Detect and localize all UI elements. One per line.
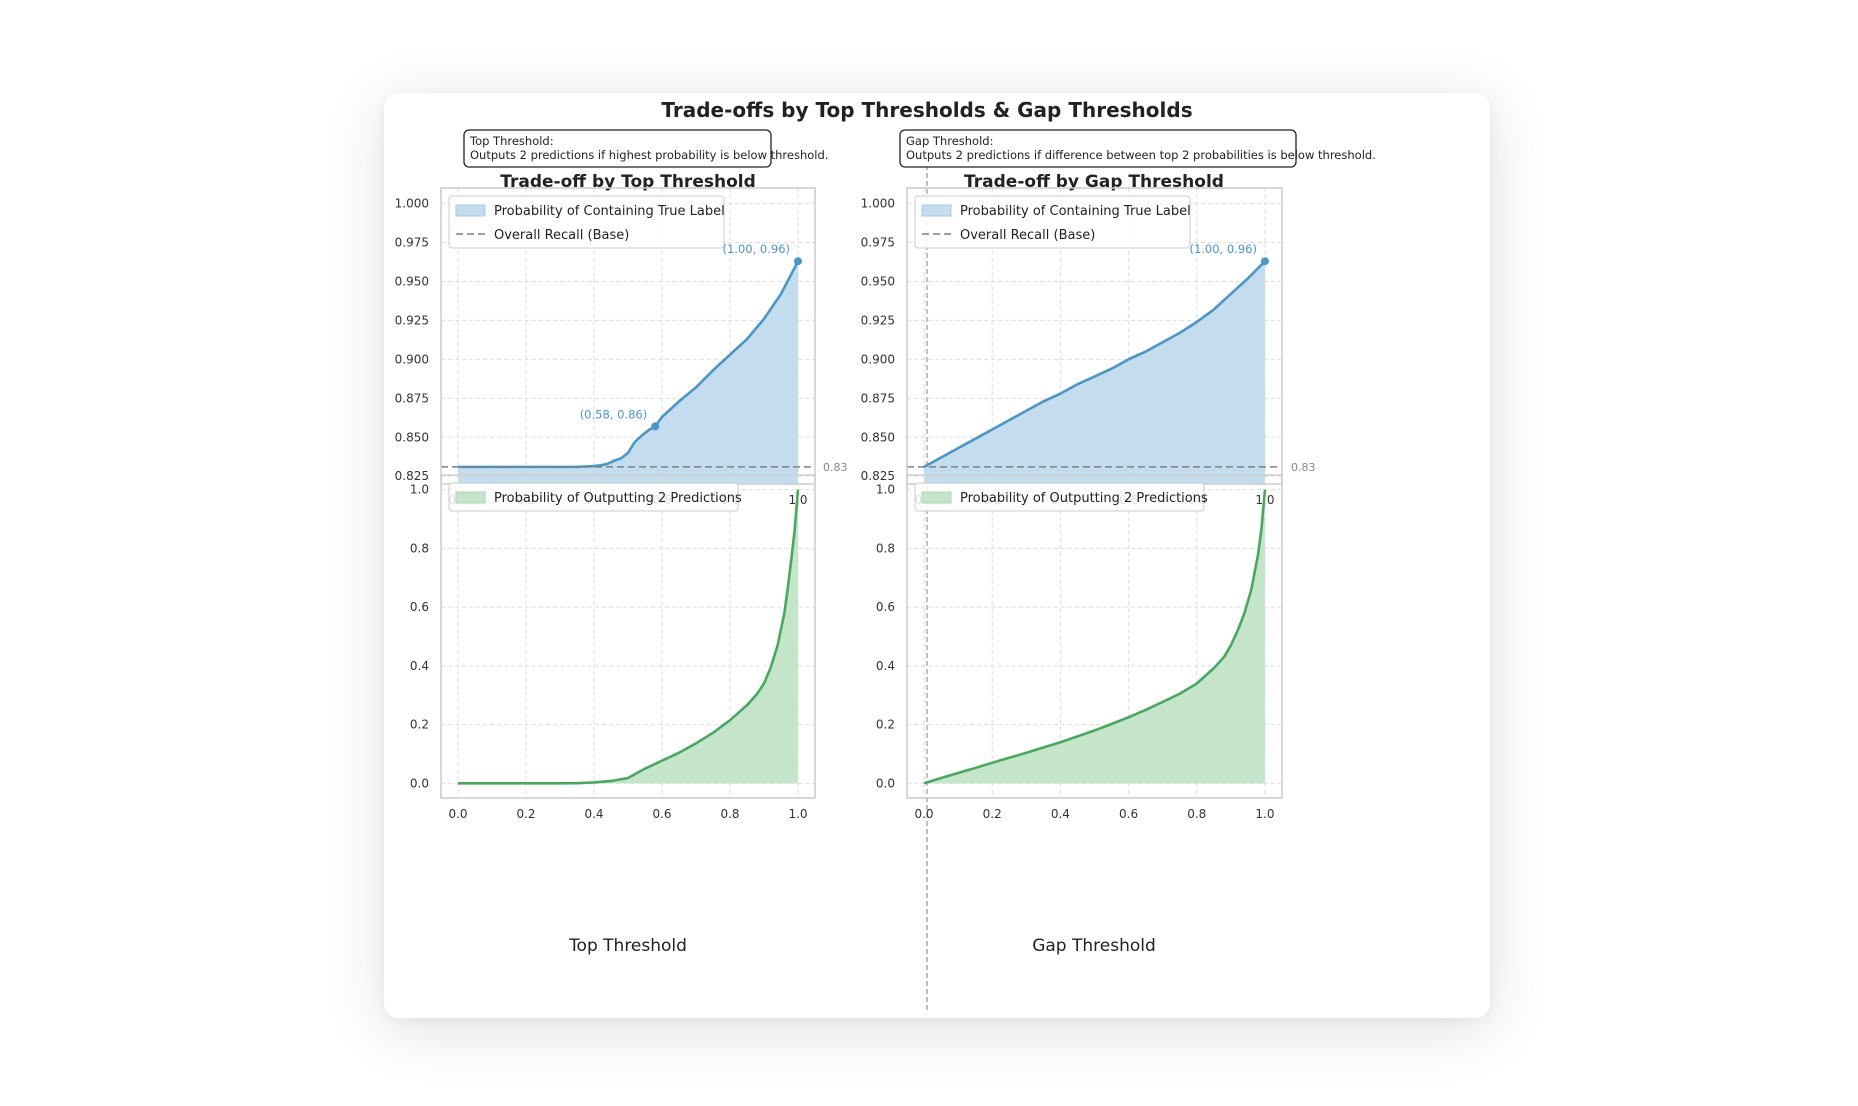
prob_chart-1-ytick-label: 0.8 (876, 541, 895, 555)
recall_chart-1-area (924, 261, 1265, 484)
prob_chart-1-legend (914, 482, 1205, 512)
figure-title: Trade-offs by Top Thresholds & Gap Thres… (661, 98, 1192, 122)
recall_chart-0-ytick-label: 0.875 (395, 391, 429, 405)
recall_chart-1-ytick-label: 0.900 (861, 352, 895, 366)
recall_chart-1-legend-label: Overall Recall (Base) (960, 228, 1095, 243)
recall_chart-1-annotation-label: (1.00, 0.96) (1189, 242, 1257, 256)
recall_chart-1-ytick-label: 0.825 (861, 469, 895, 483)
prob_chart-0-frame (440, 474, 816, 799)
recall_chart-0-legend-swatch (455, 204, 486, 217)
prob_chart-0-legend (448, 482, 739, 512)
recall_chart-0-ytick-label: 0.900 (395, 352, 429, 366)
recall_chart-1-chart: 0.00.20.40.60.81.00.8250.8500.8750.9000.… (861, 187, 1316, 507)
prob_chart-0-ytick-label: 0.4 (410, 659, 429, 673)
recall_chart-1-legend-swatch (921, 204, 952, 217)
recall_chart-0-ytick-label: 0.925 (395, 313, 429, 327)
recall_chart-0-area (458, 261, 798, 484)
recall_chart-1-base-label: 0.83 (1291, 461, 1316, 474)
prob_chart-0-ytick-label: 0.8 (410, 541, 429, 555)
recall_chart-1-ytick-label: 1.000 (861, 197, 895, 211)
prob_chart-0-xtick-label: 1.0 (788, 807, 807, 821)
prob_chart-1-ytick-label: 0.2 (876, 718, 895, 732)
recall_chart-1-legend-label: Probability of Containing True Label (960, 204, 1191, 219)
prob_chart-0-xtick-label: 0.0 (448, 807, 467, 821)
prob_chart-0-xtick-label: 0.4 (584, 807, 603, 821)
recall_chart-1-ytick-label: 0.950 (861, 274, 895, 288)
info-box-gap (899, 129, 1297, 168)
prob_chart-1-ytick-label: 1.0 (876, 483, 895, 497)
info-text-top: Outputs 2 predictions if highest probabi… (470, 148, 828, 162)
recall_chart-0-base-label: 0.83 (823, 461, 848, 474)
prob_chart-1-xtick-label: 1.0 (1255, 807, 1274, 821)
prob_chart-0-legend-label: Probability of Outputting 2 Predictions (494, 491, 742, 506)
prob_chart-0-xtick-label: 0.6 (652, 807, 671, 821)
panel-title-gap: Trade-off by Gap Threshold (964, 172, 1224, 192)
prob_chart-0-series-line (458, 489, 800, 785)
recall_chart-0-ytick-label: 0.825 (395, 469, 429, 483)
recall_chart-0-annotation-label: (1.00, 0.96) (723, 242, 791, 256)
prob_chart-0-ytick-label: 0.2 (410, 718, 429, 732)
recall_chart-1-ytick-label: 0.850 (861, 430, 895, 444)
prob_chart-0-xtick-label: 0.2 (516, 807, 535, 821)
prob_chart-1-ytick-label: 0.0 (876, 776, 895, 790)
prob_chart-0-chart: 0.0 0.2 0.4 0.6 0.8 1.0 0.0 0.2 0.4 0.6 0.8 1.0 Prob… (410, 474, 816, 821)
recall_chart-0-ytick-label: 0.950 (395, 274, 429, 288)
prob_chart-0-xtick-label: 0.8 (720, 807, 739, 821)
recall_chart-0-legend-label: Probability of Containing True Label (494, 204, 725, 219)
recall_chart-0-chart: 0.00.20.40.60.81.00.8250.8500.8750.9000.… (395, 187, 848, 507)
prob_chart-1-xtick-label: 0.4 (1051, 807, 1070, 821)
info-heading-top: Top Threshold: (469, 134, 554, 148)
prob_chart-0-ytick-label: 1.0 (410, 483, 429, 497)
prob_chart-0-area (458, 489, 798, 784)
recall_chart-0-legend (448, 195, 725, 249)
prob_chart-1-ytick-label: 0.4 (876, 659, 895, 673)
prob_chart-1-series-line (923, 489, 1267, 785)
recall_chart-0-ytick-label: 1.000 (395, 197, 429, 211)
recall_chart-1-ytick-label: 0.875 (861, 391, 895, 405)
panel-title-top: Trade-off by Top Threshold (500, 172, 756, 192)
recall_chart-0-annotation-point (651, 422, 660, 431)
recall_chart-0-annotation-label: (0.58, 0.86) (580, 407, 648, 421)
recall_chart-0-legend-label: Overall Recall (Base) (494, 228, 629, 243)
recall_chart-1-ytick-label: 0.925 (861, 313, 895, 327)
recall_chart-0-ytick-label: 0.975 (395, 236, 429, 250)
prob_chart-0-ytick-label: 0.0 (410, 776, 429, 790)
prob_chart-1-xtick-label: 0.8 (1187, 807, 1206, 821)
recall_chart-0-ytick-label: 0.850 (395, 430, 429, 444)
recall_chart-1-annotation-point (1260, 257, 1269, 266)
prob_chart-0-ytick-label: 0.6 (410, 600, 429, 614)
prob_chart-0-legend-swatch (455, 491, 486, 504)
figure-card: Trade-offs by Top Thresholds & Gap Thres… (384, 93, 1490, 1018)
recall_chart-1-legend (914, 195, 1191, 249)
prob_chart-1-legend-swatch (921, 491, 952, 504)
x-axis-label-gap: Gap Threshold (1032, 936, 1156, 956)
figure-canvas: Trade-offs by Top Thresholds & Gap Thres… (395, 98, 1376, 1011)
prob_chart-1-legend-label: Probability of Outputting 2 Predictions (960, 491, 1208, 506)
recall_chart-1-ytick-label: 0.975 (861, 236, 895, 250)
prob_chart-1-xtick-label: 0.2 (983, 807, 1002, 821)
recall_chart-1-series-line (923, 260, 1266, 469)
prob_chart-1-ytick-label: 0.6 (876, 600, 895, 614)
prob_chart-1-xtick-label: 0.0 (914, 807, 933, 821)
info-text-gap: Outputs 2 predictions if difference betw… (906, 148, 1376, 162)
info-heading-gap: Gap Threshold: (906, 134, 993, 148)
prob_chart-1-chart: 0.0 0.2 0.4 0.6 0.8 1.0 0.0 0.2 0.4 0.6 0.8 1.0 Prob… (876, 474, 1283, 821)
recall_chart-0-annotation-point (794, 257, 802, 266)
prob_chart-1-area (924, 489, 1265, 784)
x-axis-label-top: Top Threshold (568, 936, 687, 956)
prob_chart-1-frame (906, 474, 1283, 799)
prob_chart-1-xtick-label: 0.6 (1119, 807, 1138, 821)
info-box-top (463, 129, 772, 168)
